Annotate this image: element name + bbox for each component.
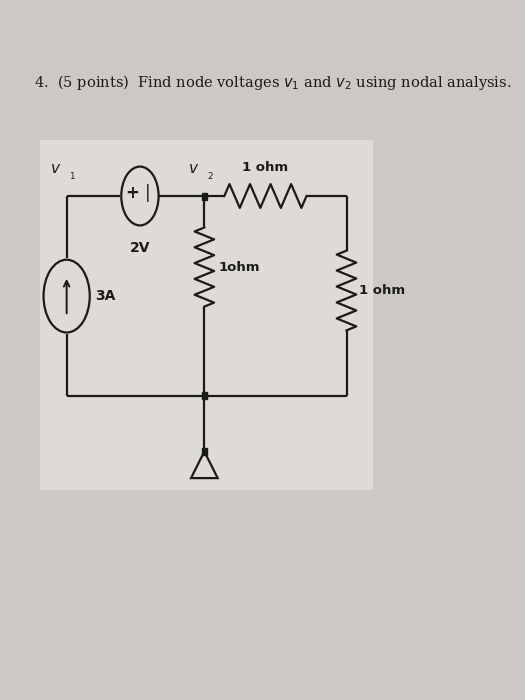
FancyBboxPatch shape bbox=[40, 140, 373, 490]
Text: 1 ohm: 1 ohm bbox=[359, 284, 405, 297]
Text: $v$: $v$ bbox=[50, 162, 61, 176]
Text: |: | bbox=[145, 184, 150, 202]
Text: $_2$: $_2$ bbox=[206, 169, 213, 182]
Text: $_1$: $_1$ bbox=[69, 169, 76, 182]
Text: 2V: 2V bbox=[130, 241, 150, 255]
Text: 1ohm: 1ohm bbox=[218, 260, 260, 274]
Text: 3A: 3A bbox=[95, 289, 116, 303]
Text: 4.  (5 points)  Find node voltages $v_1$ and $v_2$ using nodal analysis.: 4. (5 points) Find node voltages $v_1$ a… bbox=[34, 74, 511, 92]
Text: +: + bbox=[125, 184, 139, 202]
Text: 1 ohm: 1 ohm bbox=[243, 160, 289, 174]
Bar bbox=[202, 193, 206, 200]
Bar bbox=[202, 392, 206, 399]
Text: $v$: $v$ bbox=[188, 162, 199, 176]
Bar bbox=[202, 448, 206, 455]
